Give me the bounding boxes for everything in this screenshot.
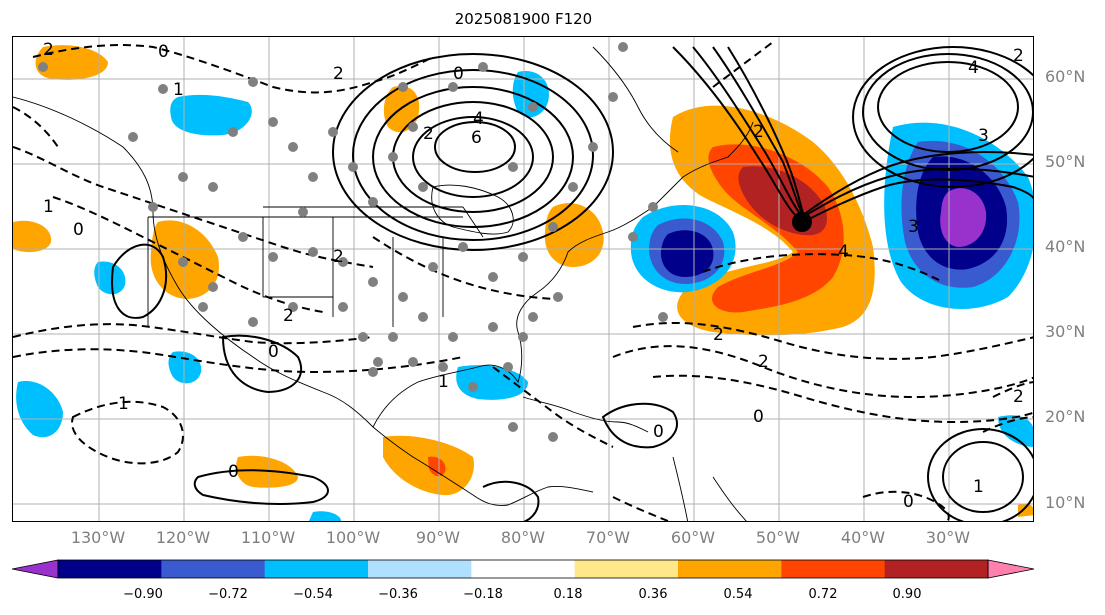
contour-label: 2 (753, 122, 764, 142)
colorbar-extend-low (12, 559, 59, 579)
low-center-marker (792, 212, 812, 232)
colorbar (12, 559, 1035, 579)
contour-label: 4 (968, 58, 979, 78)
colorbar-frame (57, 559, 989, 579)
map-title: 2025081900 F120 (454, 10, 593, 28)
contour-label: 4 (838, 242, 849, 262)
station-markers (38, 42, 668, 442)
colorbar-tick: 0.36 (638, 587, 668, 602)
lon-label-110w: 110°W (240, 528, 296, 547)
colorbar-cell (574, 560, 679, 578)
contour-label: 2 (713, 325, 724, 345)
lon-label-70w: 70°W (585, 528, 631, 547)
lat-label-10n: 10°N (1045, 493, 1086, 512)
colorbar-tick: −0.72 (208, 587, 248, 602)
contour-label: 0 (228, 462, 239, 482)
colorbar-tick: 0.54 (723, 587, 753, 602)
contour-label: 0 (653, 422, 664, 442)
colorbar-cell (161, 560, 266, 578)
colorbar-cell (471, 560, 576, 578)
contour-label: 1 (173, 80, 184, 100)
contour-label: 0 (73, 220, 84, 240)
colorbar-cell (781, 560, 886, 578)
colorbar-cell (884, 560, 989, 578)
lat-label-40n: 40°N (1045, 237, 1086, 256)
contour-label: 2 (1013, 46, 1024, 66)
contour-label: 2 (333, 247, 344, 267)
contour-label: 2 (423, 124, 434, 144)
contour-label: 1 (973, 477, 984, 497)
colorbar-tick: −0.36 (378, 587, 418, 602)
lat-label-30n: 30°N (1045, 322, 1086, 341)
lon-label-40w: 40°W (840, 528, 886, 547)
lon-label-90w: 90°W (415, 528, 461, 547)
colorbar-cell (368, 560, 472, 578)
contour-label: 2 (758, 352, 769, 372)
lon-label-130w: 130°W (70, 528, 126, 547)
contour-labels: 2 0 1 2 4 6 2 4 3 2 0 2 1 0 0 1 2 2 0 2 … (43, 40, 1024, 512)
contour-label: 3 (978, 126, 989, 146)
colorbar-tick: 0.90 (892, 587, 922, 602)
lon-label-60w: 60°W (670, 528, 716, 547)
lon-label-120w: 120°W (155, 528, 211, 547)
contour-label: 2 (43, 40, 54, 60)
lon-label-50w: 50°W (755, 528, 801, 547)
contour-label: 2 (283, 306, 294, 326)
colorbar-tick: −0.90 (123, 587, 163, 602)
colorbar-cell (264, 560, 369, 578)
contour-label: 6 (471, 128, 482, 148)
colorbar-tick: −0.54 (293, 587, 333, 602)
colorbar-extend-high (987, 559, 1035, 579)
colorbar-tick: −0.18 (463, 587, 503, 602)
contour-label: 4 (473, 109, 484, 129)
contour-label: 2 (333, 64, 344, 84)
contour-label: 0 (453, 64, 464, 84)
lon-label-100w: 100°W (325, 528, 381, 547)
lat-label-20n: 20°N (1045, 407, 1086, 426)
colorbar-tick: 0.18 (553, 587, 583, 602)
lat-label-60n: 60°N (1045, 67, 1086, 86)
lon-label-30w: 30°W (925, 528, 971, 547)
colorbar-cell (58, 560, 162, 578)
colorbar-tick: 0.72 (808, 587, 838, 602)
contour-label: 0 (903, 492, 914, 512)
contour-label: 0 (753, 407, 764, 427)
colorbar-cell (678, 560, 782, 578)
contour-label: 0 (158, 42, 169, 62)
contours-positive (111, 46, 1033, 521)
contour-label: 1 (118, 394, 129, 414)
contour-label: 1 (43, 197, 54, 217)
lat-label-50n: 50°N (1045, 152, 1086, 171)
map-panel: 2 0 1 2 4 6 2 4 3 2 0 2 1 0 0 1 2 2 0 2 … (12, 36, 1034, 522)
contour-label: 1 (438, 372, 449, 392)
map-canvas: 2 0 1 2 4 6 2 4 3 2 0 2 1 0 0 1 2 2 0 2 … (13, 37, 1033, 521)
contour-label: 0 (268, 342, 279, 362)
contour-label: 3 (908, 217, 919, 237)
lon-label-80w: 80°W (500, 528, 546, 547)
contour-label: 2 (1013, 387, 1024, 407)
